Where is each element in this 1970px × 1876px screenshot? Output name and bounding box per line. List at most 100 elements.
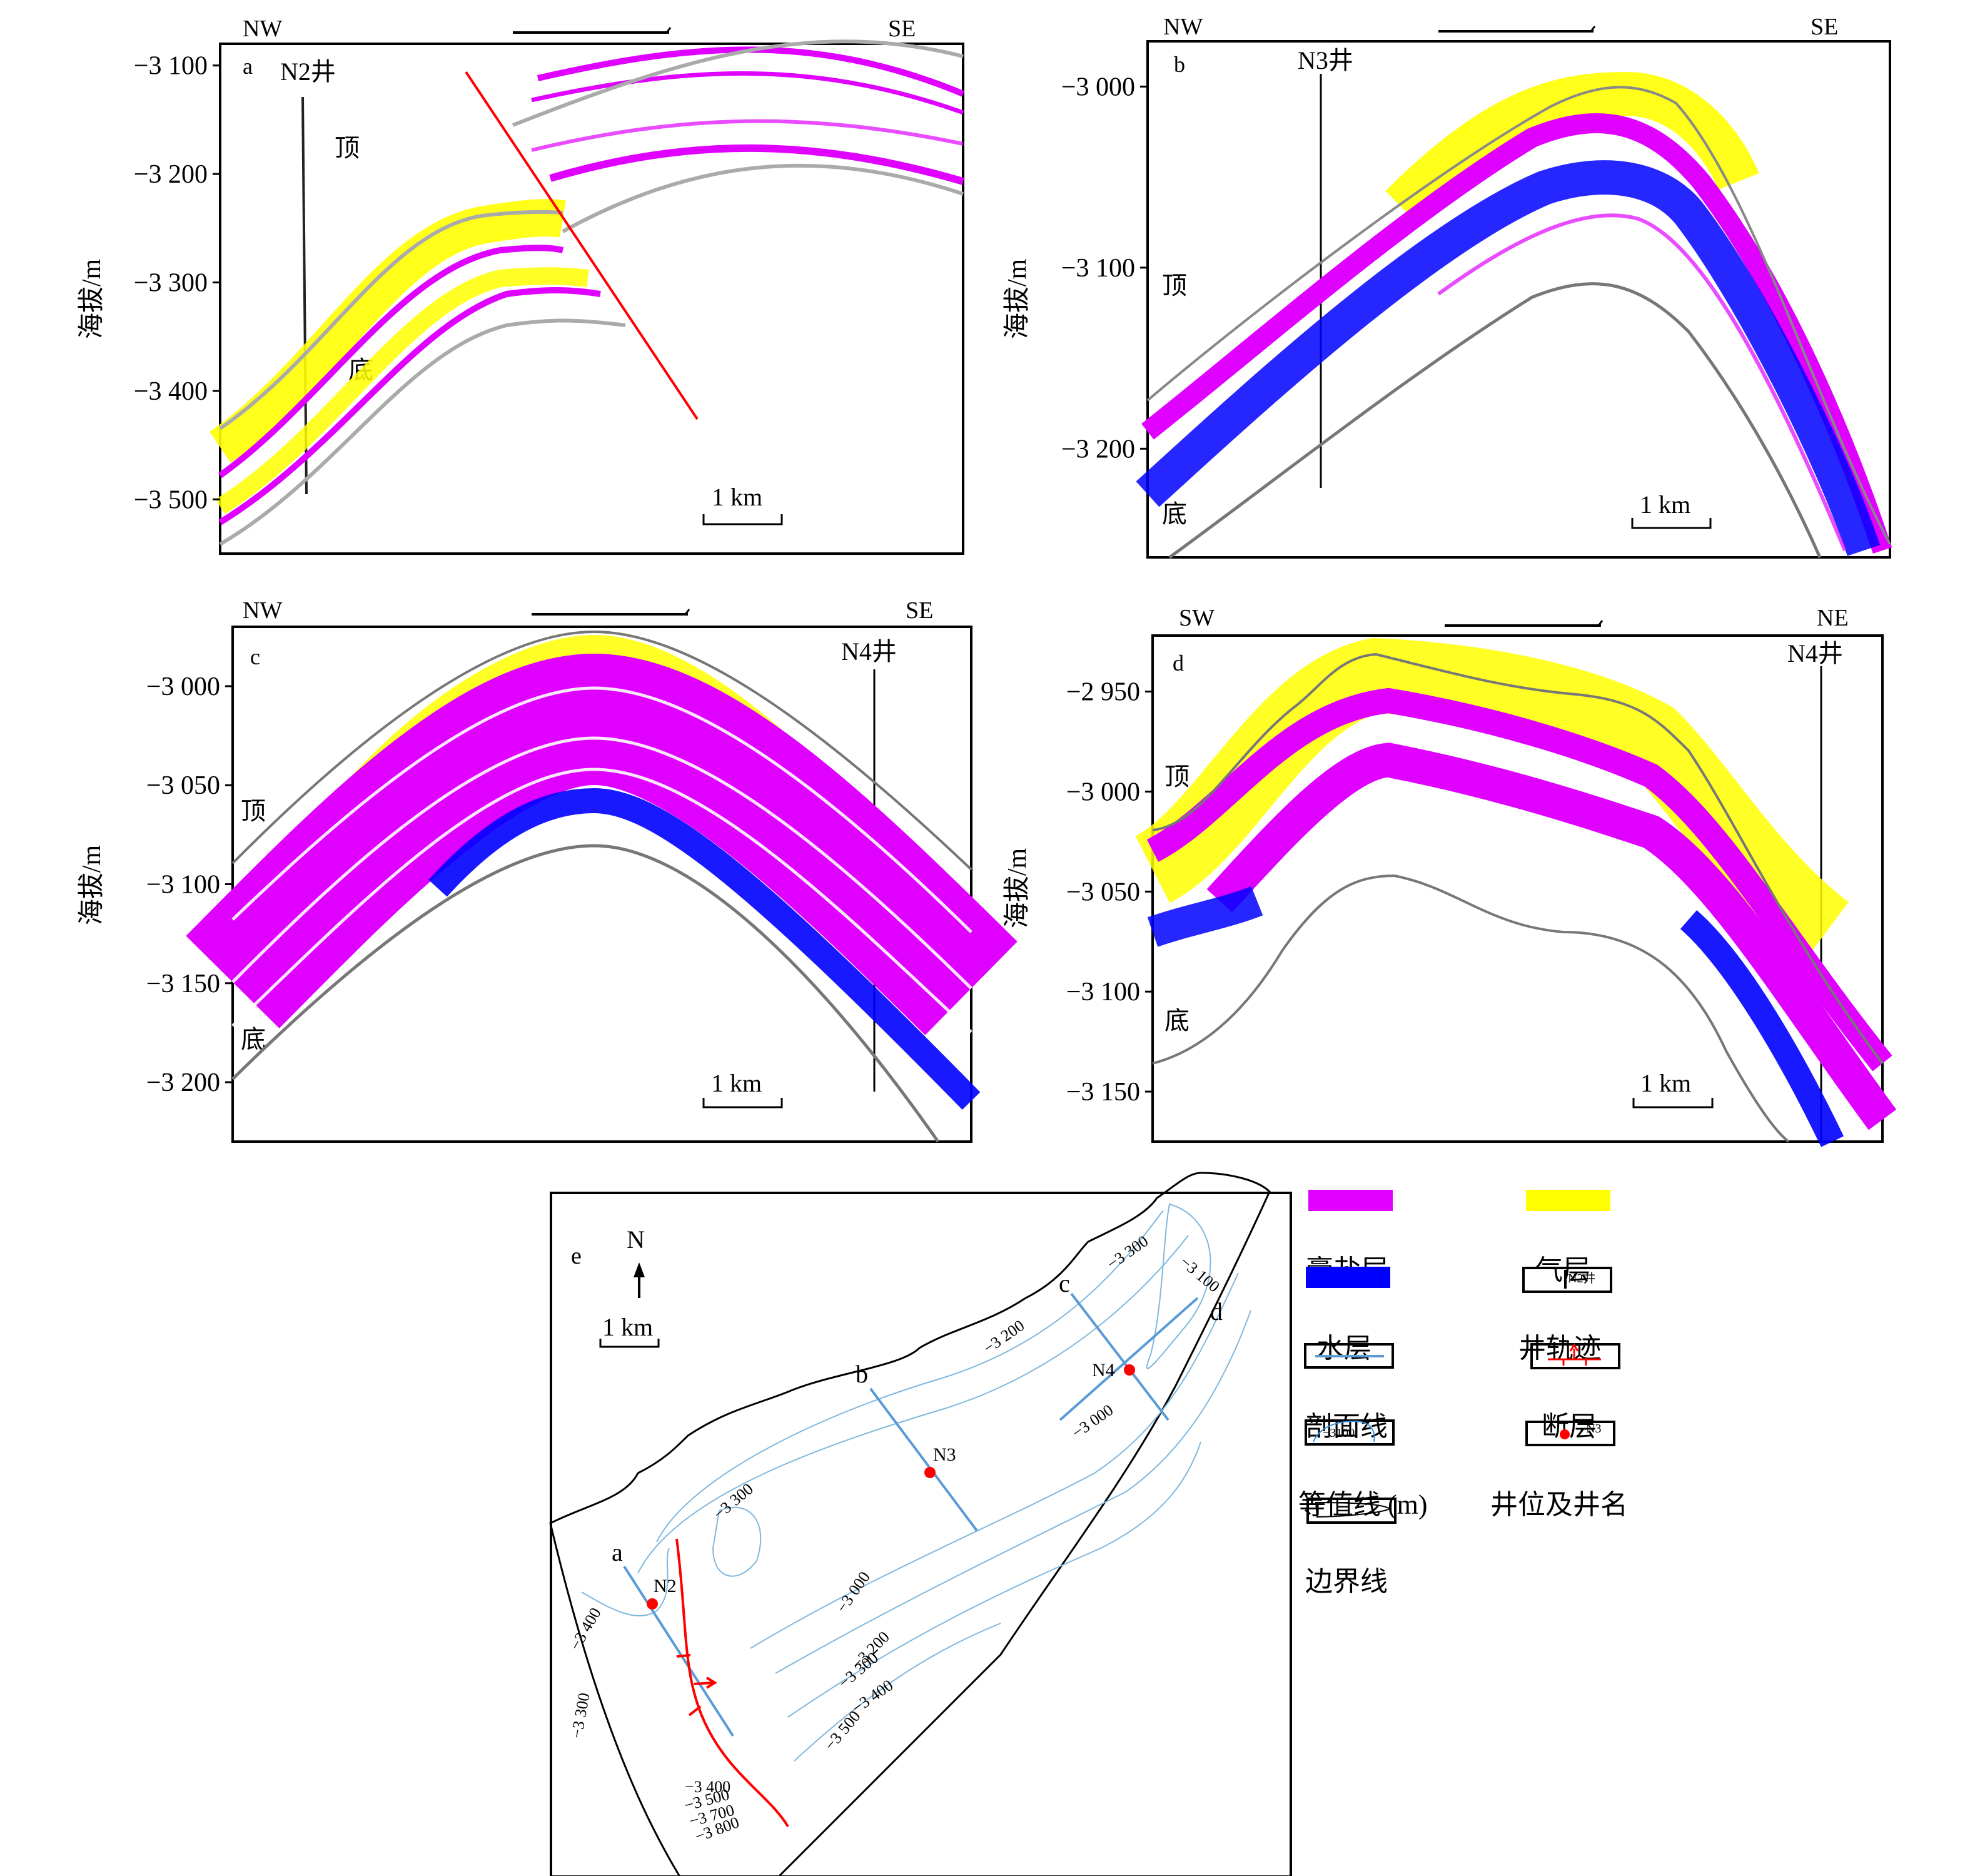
scale-bar: 1 km [702, 483, 783, 525]
profile-line-a [623, 1565, 734, 1737]
scale-label: 1 km [1640, 1069, 1691, 1097]
layer-gap [231, 768, 972, 1033]
y-tick-label: −3 200 [1061, 435, 1135, 464]
plot-frame [1151, 634, 1884, 1143]
panel-a: NW SE a N2井 顶 底 1 km [78, 16, 964, 555]
gypsum-layer [549, 144, 964, 185]
gypsum-layer [186, 653, 1018, 1035]
well-label-n2: N2 [654, 1576, 677, 1596]
bottom-boundary [1168, 282, 1822, 559]
y-tick-label: −3 000 [1061, 73, 1135, 101]
legend-well-track-icon: N2井 [1522, 1267, 1612, 1293]
top-label: 顶 [1164, 763, 1190, 791]
contour-label: −3 100 [1176, 1252, 1223, 1295]
well-label-n3: N3 [933, 1444, 956, 1465]
y-axis: −3 000 −3 100 −3 200 [1061, 73, 1148, 464]
well-label: N2井 [280, 58, 336, 86]
plot-frame [1146, 40, 1891, 559]
scale-bar: 1 km [1632, 1069, 1714, 1108]
scale-label: 1 km [711, 1069, 762, 1097]
well-marker-n4 [1124, 1364, 1135, 1376]
profile-label-a: a [612, 1538, 623, 1566]
top-boundary [1146, 86, 1891, 545]
contour-label: −3 300 [1104, 1232, 1152, 1273]
legend-swatch-gypsum [1308, 1190, 1393, 1211]
direction-arrow [513, 27, 672, 34]
gas-layer [1385, 71, 1759, 222]
y-tick-label: −3 500 [134, 485, 208, 514]
panel-c: NW SE c N4井 顶 底 1 km −3 000−3 050−3 100−… [78, 597, 1018, 1143]
seismic-layers [209, 39, 964, 546]
plot-frame [219, 43, 964, 555]
direction-right: SE [888, 16, 916, 42]
top-boundary [231, 630, 972, 871]
legend-label: 气层 [1535, 1255, 1590, 1285]
direction-left: NW [1163, 14, 1203, 40]
scale-label: 1 km [1640, 490, 1690, 519]
y-axis: −3 100 −3 200 −3 300 −3 400 −3 500 [134, 52, 220, 514]
y-tick-label: −2 950 [1066, 678, 1140, 707]
y-tick-label: −3 050 [1066, 878, 1140, 906]
well-label: N4井 [1787, 639, 1843, 667]
y-axis-label: 海拔/m [1003, 848, 1032, 929]
y-tick-label: −3 150 [146, 970, 220, 998]
contour-label: −3 500 [821, 1707, 864, 1754]
bottom-label: 底 [1164, 1006, 1190, 1035]
north-label: N [627, 1225, 645, 1254]
contour-label: −3 300 [567, 1691, 593, 1740]
direction-left: NW [243, 597, 282, 624]
well-label: N3井 [1298, 46, 1353, 74]
legend-contour-icon: −3100 [1305, 1419, 1395, 1446]
profile-line-d [1059, 1297, 1199, 1421]
direction-arrow [1445, 620, 1604, 627]
panel-label: a [243, 54, 253, 79]
panel-label: c [250, 644, 260, 669]
contour-label: −3 400 [685, 1778, 730, 1796]
legend-swatch-water [1306, 1267, 1390, 1288]
profile-line-b [869, 1387, 978, 1532]
panel-d: SW NE d N4井 顶 底 1 km −2 950−3 000−3 050−… [1003, 605, 1897, 1147]
bottom-boundary [231, 844, 940, 1143]
profile-line-c [1070, 1292, 1169, 1421]
seismic-layers [1136, 71, 1892, 559]
well-marker-n3 [924, 1467, 936, 1478]
y-axis-label: 海拔/m [78, 845, 106, 926]
direction-left: SW [1179, 605, 1215, 631]
y-tick-label: −3 100 [146, 871, 220, 900]
y-tick-label: −3 000 [146, 672, 220, 701]
bottom-boundary [1152, 874, 1790, 1143]
north-arrow-icon [634, 1262, 645, 1298]
profile-label-b: b [856, 1360, 868, 1388]
y-tick-label: −3 400 [134, 377, 208, 406]
legend-boundary-icon [1306, 1498, 1397, 1524]
fault-line [675, 1538, 789, 1828]
contour-label: −3 200 [980, 1316, 1028, 1357]
y-tick-label: −3 100 [1061, 254, 1135, 283]
gypsum-layer [1437, 213, 1847, 552]
gas-layer [209, 199, 566, 463]
layer-gap [231, 686, 972, 933]
well-label-n4: N4 [1092, 1360, 1115, 1381]
well-marker-n2 [647, 1598, 658, 1610]
bottom-label: 底 [1162, 500, 1187, 528]
y-tick-label: −3 050 [146, 771, 220, 800]
seismic-layers [1134, 637, 1897, 1147]
direction-left: NW [243, 16, 282, 42]
y-axis: −2 950 −3 000 −3 050 −3 100 −3 150 [1066, 678, 1153, 1107]
contour-lines [581, 1203, 1251, 1762]
scale-bar: 1 km [702, 1069, 783, 1108]
direction-right: SE [906, 597, 933, 624]
scale-bar: 1 km [1631, 490, 1712, 529]
layer-gap [231, 736, 972, 990]
scale-label: 1 km [712, 483, 762, 511]
profile-lines [623, 1292, 1199, 1737]
boundary-line [549, 1172, 1271, 1876]
y-tick-label: −3 100 [134, 52, 208, 81]
legend-label: 井位及井名 [1490, 1489, 1628, 1520]
legend-profile-line-icon [1304, 1343, 1394, 1369]
panel-label: d [1173, 651, 1184, 676]
gypsum-layer [218, 245, 564, 479]
gas-layer [215, 267, 589, 514]
map-frame [550, 1192, 1292, 1876]
legend-sample: −3100 [1323, 1426, 1355, 1440]
